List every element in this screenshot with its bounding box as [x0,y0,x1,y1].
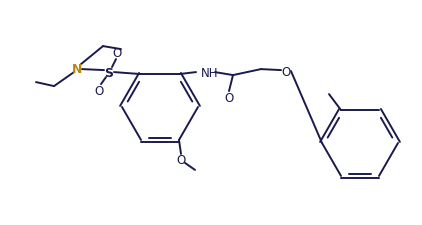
Text: O: O [225,91,234,104]
Text: O: O [281,65,291,78]
Text: N: N [72,62,82,75]
Text: NH: NH [201,66,219,79]
Text: O: O [112,46,122,59]
Text: O: O [95,84,104,97]
Text: S: S [105,66,114,79]
Text: O: O [176,154,186,167]
